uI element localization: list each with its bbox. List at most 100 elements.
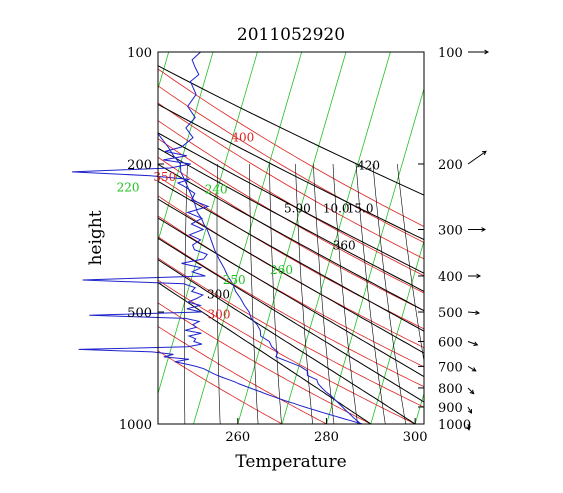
mixing-ratio-line <box>332 163 358 424</box>
isotherm-label: 250 <box>223 273 246 287</box>
wind-barb-head <box>481 150 487 156</box>
isotherm-line <box>370 239 424 424</box>
height-profile-series <box>71 51 363 425</box>
moist-adiabat-line <box>158 147 424 292</box>
y-right-tick-label: 400 <box>438 270 463 285</box>
dry-adiabat-line <box>158 350 283 424</box>
mixing-ratio-line <box>355 163 386 424</box>
mixing-ratio-line <box>313 163 335 424</box>
moist-adiabat-line <box>158 180 424 332</box>
temperature-profile-series <box>158 132 362 424</box>
height-profile-line <box>71 51 363 425</box>
mixing-ratio-label: 10.0 <box>323 202 350 216</box>
dry-adiabat-line <box>158 68 424 227</box>
dry-adiabat-line <box>158 175 424 330</box>
dry-adiabat-line <box>158 195 424 349</box>
isotherm-label: 240 <box>205 182 228 196</box>
dry-adiabat-line <box>158 257 424 408</box>
isotherm-line <box>16 52 124 424</box>
wind-barb-head <box>471 367 477 372</box>
mixing-ratio-label: 5.00 <box>284 202 311 216</box>
wind-barb-head <box>484 49 490 55</box>
dry-adiabat-line <box>158 215 424 368</box>
isotherm-label: 220 <box>117 180 140 194</box>
y-tick-label: 500 <box>127 306 152 321</box>
y-tick-label: 1000 <box>119 418 152 433</box>
dry-adiabat-line <box>158 156 424 312</box>
wind-barb <box>467 311 480 314</box>
x-tick-label: 280 <box>314 430 339 445</box>
isotherm-line <box>326 87 424 424</box>
isotherm-line <box>0 52 80 424</box>
isotherm-line <box>460 52 563 424</box>
wind-barb-head <box>473 341 479 346</box>
y-right-tick-label: 500 <box>438 306 463 321</box>
moist-adiabat-line <box>158 103 424 241</box>
y-axis-left-ticks: 100 200 500 1000 <box>119 46 164 433</box>
dry-adiabat-label: 400 <box>231 131 254 145</box>
line-labels: 220 240 250 260 300 350 400 300 360 420 5.00 10.015… <box>117 131 380 322</box>
wind-barb <box>467 341 478 346</box>
wind-barb-head <box>467 408 473 414</box>
moist-adiabat-line <box>158 163 424 312</box>
dry-adiabat-label: 300 <box>208 307 231 321</box>
isotherm-line <box>237 52 347 424</box>
chart-title: 2011052920 <box>237 25 345 45</box>
y-right-tick-label: 300 <box>438 223 463 238</box>
y-tick-label: 100 <box>127 46 152 61</box>
y-right-tick-label: 1000 <box>438 418 471 433</box>
dry-adiabat-line <box>158 236 424 388</box>
temperature-profile-line <box>158 132 362 424</box>
plot-frame <box>157 51 425 425</box>
isotherm-line <box>158 52 258 395</box>
moist-adiabat-line <box>158 237 424 403</box>
y-right-tick-label: 100 <box>438 46 463 61</box>
isotherm-line <box>193 52 303 424</box>
y-right-tick-label: 800 <box>438 382 463 397</box>
wind-barbs <box>466 49 490 431</box>
moist-adiabat-label: 360 <box>333 239 356 253</box>
dry-adiabat-label: 350 <box>153 170 176 184</box>
isotherm-line <box>158 52 170 91</box>
wind-barb-head <box>466 425 471 431</box>
mixing-ratio-line <box>372 163 406 424</box>
dry-adiabat-line <box>158 279 416 424</box>
x-axis-label: Temperature <box>235 452 346 472</box>
y-right-tick-label: 900 <box>438 401 463 416</box>
isotherm-label: 260 <box>270 263 293 277</box>
wind-barb <box>467 387 475 394</box>
y-right-tick-label: 200 <box>438 158 463 173</box>
y-right-tick-label: 700 <box>438 360 463 375</box>
isotherm-line <box>158 52 214 243</box>
dry-adiabat-line <box>158 138 424 294</box>
mixing-ratio-line <box>397 163 424 363</box>
wind-barb-head <box>475 310 481 316</box>
moist-adiabat-line <box>158 198 424 354</box>
moist-adiabat-line <box>158 217 424 378</box>
wind-barb <box>467 406 472 414</box>
moist-adiabat-label: 420 <box>357 159 380 173</box>
isotherm-lines <box>0 52 563 424</box>
moist-adiabat-label: 300 <box>207 288 230 302</box>
mixing-ratio-line <box>269 163 282 424</box>
dry-adiabat-lines <box>158 68 424 424</box>
y-axis-label: height <box>86 210 106 265</box>
mixing-ratio-line <box>295 163 313 424</box>
mixing-ratio-line <box>184 163 188 424</box>
mixing-ratio-line <box>216 163 221 424</box>
isotherm-line <box>414 391 424 424</box>
dry-adiabat-line <box>158 120 424 277</box>
mixing-ratio-label: 15.0 <box>347 202 374 216</box>
x-tick-label: 260 <box>225 430 250 445</box>
moist-adiabat-line <box>158 281 372 424</box>
y-tick-label: 200 <box>127 158 152 173</box>
moist-adiabat-line <box>158 258 416 424</box>
wind-barb <box>467 365 477 372</box>
x-tick-label: 300 <box>403 430 428 445</box>
isotherm-line <box>281 52 391 424</box>
wind-barb <box>467 150 487 165</box>
wind-barb-head <box>469 389 475 395</box>
isotherm-line <box>0 52 36 424</box>
dry-adiabat-line <box>158 102 424 260</box>
wind-barb-head <box>476 273 482 279</box>
